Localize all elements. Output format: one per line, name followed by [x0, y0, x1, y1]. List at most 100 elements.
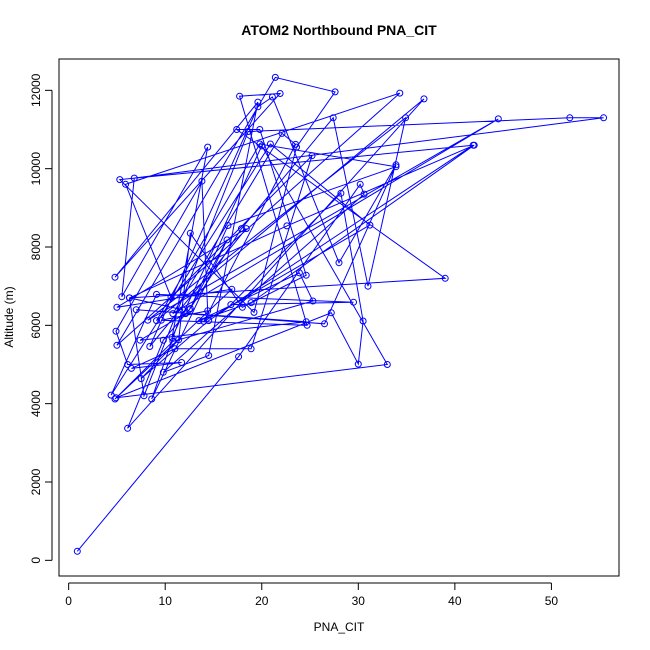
- data-point: [228, 285, 236, 293]
- data-point: [224, 222, 232, 229]
- data-point: [178, 359, 186, 366]
- y-tick-label: 10000: [29, 152, 43, 186]
- chart-title: ATOM2 Northbound PNA_CIT: [241, 22, 437, 38]
- series-line: [76, 76, 604, 552]
- data-point: [111, 395, 119, 403]
- data-point: [159, 336, 167, 344]
- data-point: [113, 303, 121, 311]
- data-point: [266, 140, 274, 148]
- data-point: [112, 327, 120, 335]
- data-point: [356, 180, 364, 188]
- data-point: [146, 343, 154, 350]
- x-tick-label: 0: [65, 594, 72, 608]
- data-point: [236, 92, 244, 100]
- x-tick-label: 40: [448, 594, 462, 608]
- data-point: [238, 225, 245, 233]
- data-point: [112, 394, 120, 402]
- data-point: [127, 364, 135, 372]
- data-point: [254, 103, 262, 111]
- data-point: [111, 273, 119, 281]
- data-point: [441, 274, 449, 282]
- y-tick-label: 12000: [29, 73, 43, 107]
- data-point: [271, 73, 279, 81]
- data-point: [254, 98, 262, 106]
- data-point: [396, 89, 404, 97]
- data-point: [359, 317, 367, 325]
- data-point: [292, 140, 300, 148]
- data-point: [148, 395, 156, 403]
- data-point: [118, 293, 126, 301]
- data-point: [205, 317, 213, 325]
- plot-frame: [58, 58, 620, 577]
- data-point: [402, 114, 410, 122]
- data-point: [137, 375, 145, 383]
- data-point: [159, 368, 167, 376]
- data-point: [113, 341, 121, 349]
- data-point: [132, 306, 140, 314]
- data-point: [116, 176, 124, 184]
- data-point: [420, 95, 428, 103]
- data-point: [392, 161, 400, 169]
- data-point: [227, 301, 235, 309]
- data-point: [309, 297, 317, 305]
- data-point: [247, 299, 255, 307]
- data-point: [144, 316, 152, 324]
- data-point: [130, 174, 138, 182]
- data-point: [122, 180, 130, 188]
- data-point: [153, 290, 160, 298]
- data-point: [383, 361, 391, 368]
- x-tick-label: 30: [352, 594, 366, 608]
- x-tick-label: 50: [545, 594, 559, 608]
- y-axis-label: Altitude (m): [2, 286, 16, 347]
- data-point: [124, 424, 132, 432]
- data-point: [205, 352, 213, 359]
- data-point: [169, 310, 177, 318]
- data-point: [140, 392, 148, 400]
- x-axis-label: PNA_CIT: [314, 620, 365, 634]
- data-point: [169, 337, 177, 345]
- data-point: [182, 310, 189, 318]
- data-point: [186, 305, 194, 312]
- data-point: [235, 353, 243, 361]
- data-point: [126, 294, 133, 302]
- data-point: [364, 282, 372, 290]
- data-point: [195, 317, 203, 325]
- data-point: [327, 309, 335, 317]
- data-point: [250, 308, 258, 316]
- data-point: [198, 177, 206, 185]
- data-point: [244, 128, 252, 135]
- data-point: [238, 303, 246, 311]
- data-point: [308, 152, 316, 160]
- data-point: [303, 321, 311, 329]
- data-point: [276, 90, 284, 97]
- data-point: [354, 360, 362, 368]
- data-point: [73, 547, 81, 555]
- data-point: [256, 126, 264, 133]
- y-axis: 0 2000 4000 6000 8000 10000 12000: [29, 73, 53, 564]
- y-tick-label: 4000: [29, 390, 43, 417]
- data-point: [268, 93, 276, 101]
- data-point: [392, 163, 400, 171]
- data-point: [302, 271, 310, 279]
- data-point: [200, 317, 208, 325]
- data-point: [223, 236, 231, 244]
- y-tick-label: 6000: [29, 312, 43, 339]
- data-point: [124, 361, 132, 368]
- data-point: [168, 334, 176, 341]
- data-point: [185, 306, 193, 314]
- data-point: [256, 140, 264, 148]
- x-tick-label: 10: [159, 594, 173, 608]
- data-point: [283, 222, 291, 230]
- data-point: [329, 114, 337, 122]
- x-tick-label: 20: [255, 594, 269, 608]
- data-point: [186, 229, 194, 237]
- data-point: [366, 221, 374, 229]
- y-tick-label: 0: [29, 557, 43, 564]
- data-point: [331, 88, 339, 96]
- data-point: [335, 259, 343, 267]
- y-tick-label: 2000: [29, 468, 43, 495]
- data-point: [247, 345, 255, 353]
- data-point: [360, 190, 368, 198]
- data-point: [600, 114, 608, 122]
